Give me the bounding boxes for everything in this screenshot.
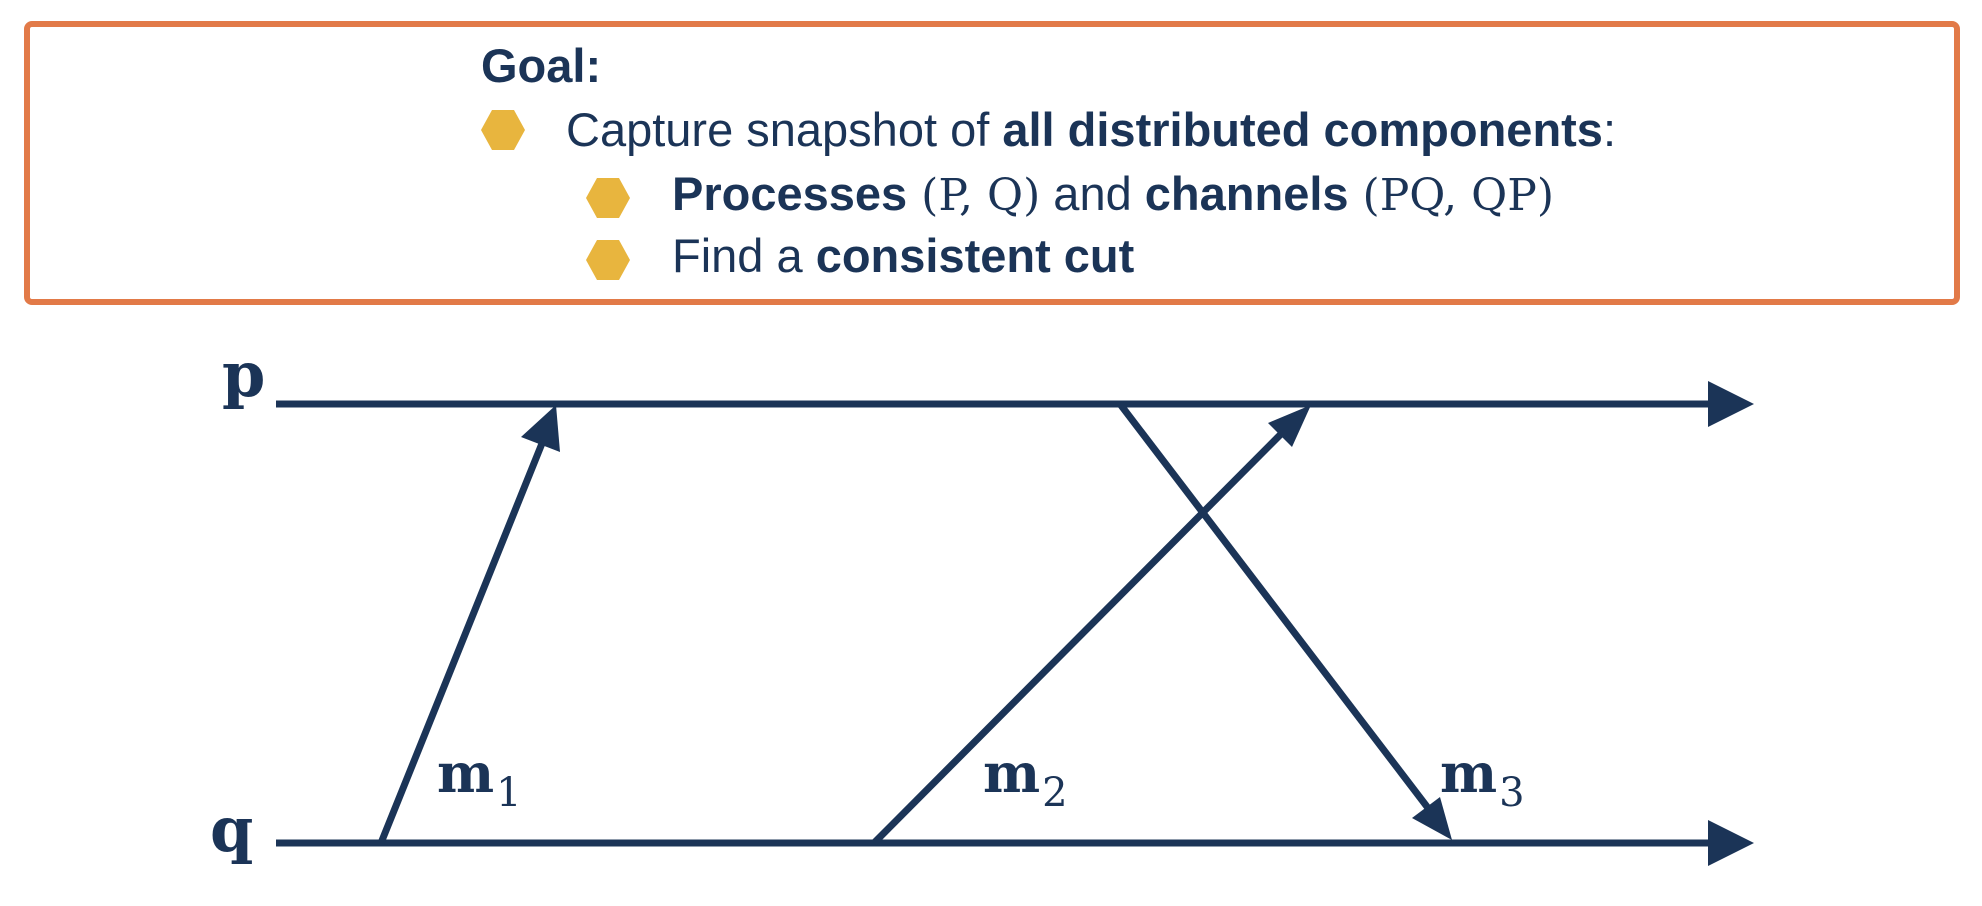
bullet-text-channel-list: (PQ, QP) (1348, 170, 1555, 221)
message-m2-arrowhead-icon (1268, 405, 1311, 447)
message-m3-name: m (1440, 741, 1497, 805)
bullet-text: Find a consistent cut (672, 226, 1134, 286)
message-m2-subscript: 2 (1042, 770, 1067, 816)
process-p-label: p (222, 338, 265, 411)
message-m1-label: m1 (437, 741, 522, 816)
bullet-text-processes: Processes (672, 167, 908, 220)
message-m2-label: m2 (983, 741, 1068, 816)
bullet-text-prefix: Find a (672, 229, 816, 282)
bullet-text: Capture snapshot of all distributed comp… (566, 100, 1616, 160)
process-p-arrowhead-icon (1708, 381, 1754, 427)
message-m2-name: m (983, 741, 1040, 805)
message-m3-label: m3 (1440, 741, 1525, 816)
bullet-item-capture-snapshot: Capture snapshot of all distributed comp… (481, 100, 1781, 160)
goal-title: Goal: (481, 39, 602, 92)
bullet-text-and: and (1040, 167, 1145, 220)
bullet-text-channels: channels (1144, 167, 1349, 220)
message-m1-name: m (437, 741, 494, 805)
message-m3-line (1117, 401, 1431, 811)
message-m1-line (377, 434, 549, 845)
bullet-text-bold: consistent cut (815, 229, 1135, 282)
message-m1-subscript: 1 (496, 770, 521, 816)
goal-box (24, 21, 1960, 305)
bullet-text-bold: all distributed components (1002, 103, 1603, 156)
message-m1-arrowhead-icon (521, 405, 560, 452)
message-m3-arrowhead-icon (1412, 797, 1452, 840)
process-q-label: q (210, 793, 253, 866)
process-q-arrowhead-icon (1708, 820, 1754, 866)
bullet-text-prefix: Capture snapshot of (566, 103, 1003, 156)
bullet-text-suffix: : (1602, 103, 1617, 156)
message-m3-subscript: 3 (1499, 770, 1524, 816)
bullet-text: Processes (P, Q) and channels (PQ, QP) (672, 164, 1554, 226)
message-m2-line (871, 430, 1285, 846)
bullet-item-processes-channels: Processes (P, Q) and channels (PQ, QP) (586, 164, 1786, 224)
bullet-item-consistent-cut: Find a consistent cut (586, 226, 1786, 286)
bullet-text-process-list: (P, Q) (907, 170, 1041, 221)
